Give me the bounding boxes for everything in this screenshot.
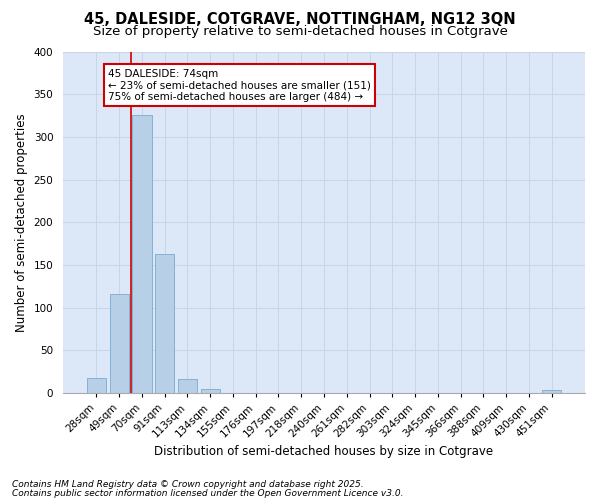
Text: 45, DALESIDE, COTGRAVE, NOTTINGHAM, NG12 3QN: 45, DALESIDE, COTGRAVE, NOTTINGHAM, NG12… — [84, 12, 516, 28]
Bar — [542, 390, 561, 393]
Text: Size of property relative to semi-detached houses in Cotgrave: Size of property relative to semi-detach… — [92, 25, 508, 38]
Bar — [110, 294, 129, 393]
Y-axis label: Number of semi-detached properties: Number of semi-detached properties — [15, 113, 28, 332]
Text: 45 DALESIDE: 74sqm
← 23% of semi-detached houses are smaller (151)
75% of semi-d: 45 DALESIDE: 74sqm ← 23% of semi-detache… — [108, 68, 371, 102]
Text: Contains HM Land Registry data © Crown copyright and database right 2025.: Contains HM Land Registry data © Crown c… — [12, 480, 364, 489]
X-axis label: Distribution of semi-detached houses by size in Cotgrave: Distribution of semi-detached houses by … — [154, 444, 494, 458]
Text: Contains public sector information licensed under the Open Government Licence v3: Contains public sector information licen… — [12, 490, 404, 498]
Bar — [132, 114, 152, 393]
Bar — [200, 389, 220, 393]
Bar — [87, 378, 106, 393]
Bar — [155, 254, 175, 393]
Bar — [178, 378, 197, 393]
